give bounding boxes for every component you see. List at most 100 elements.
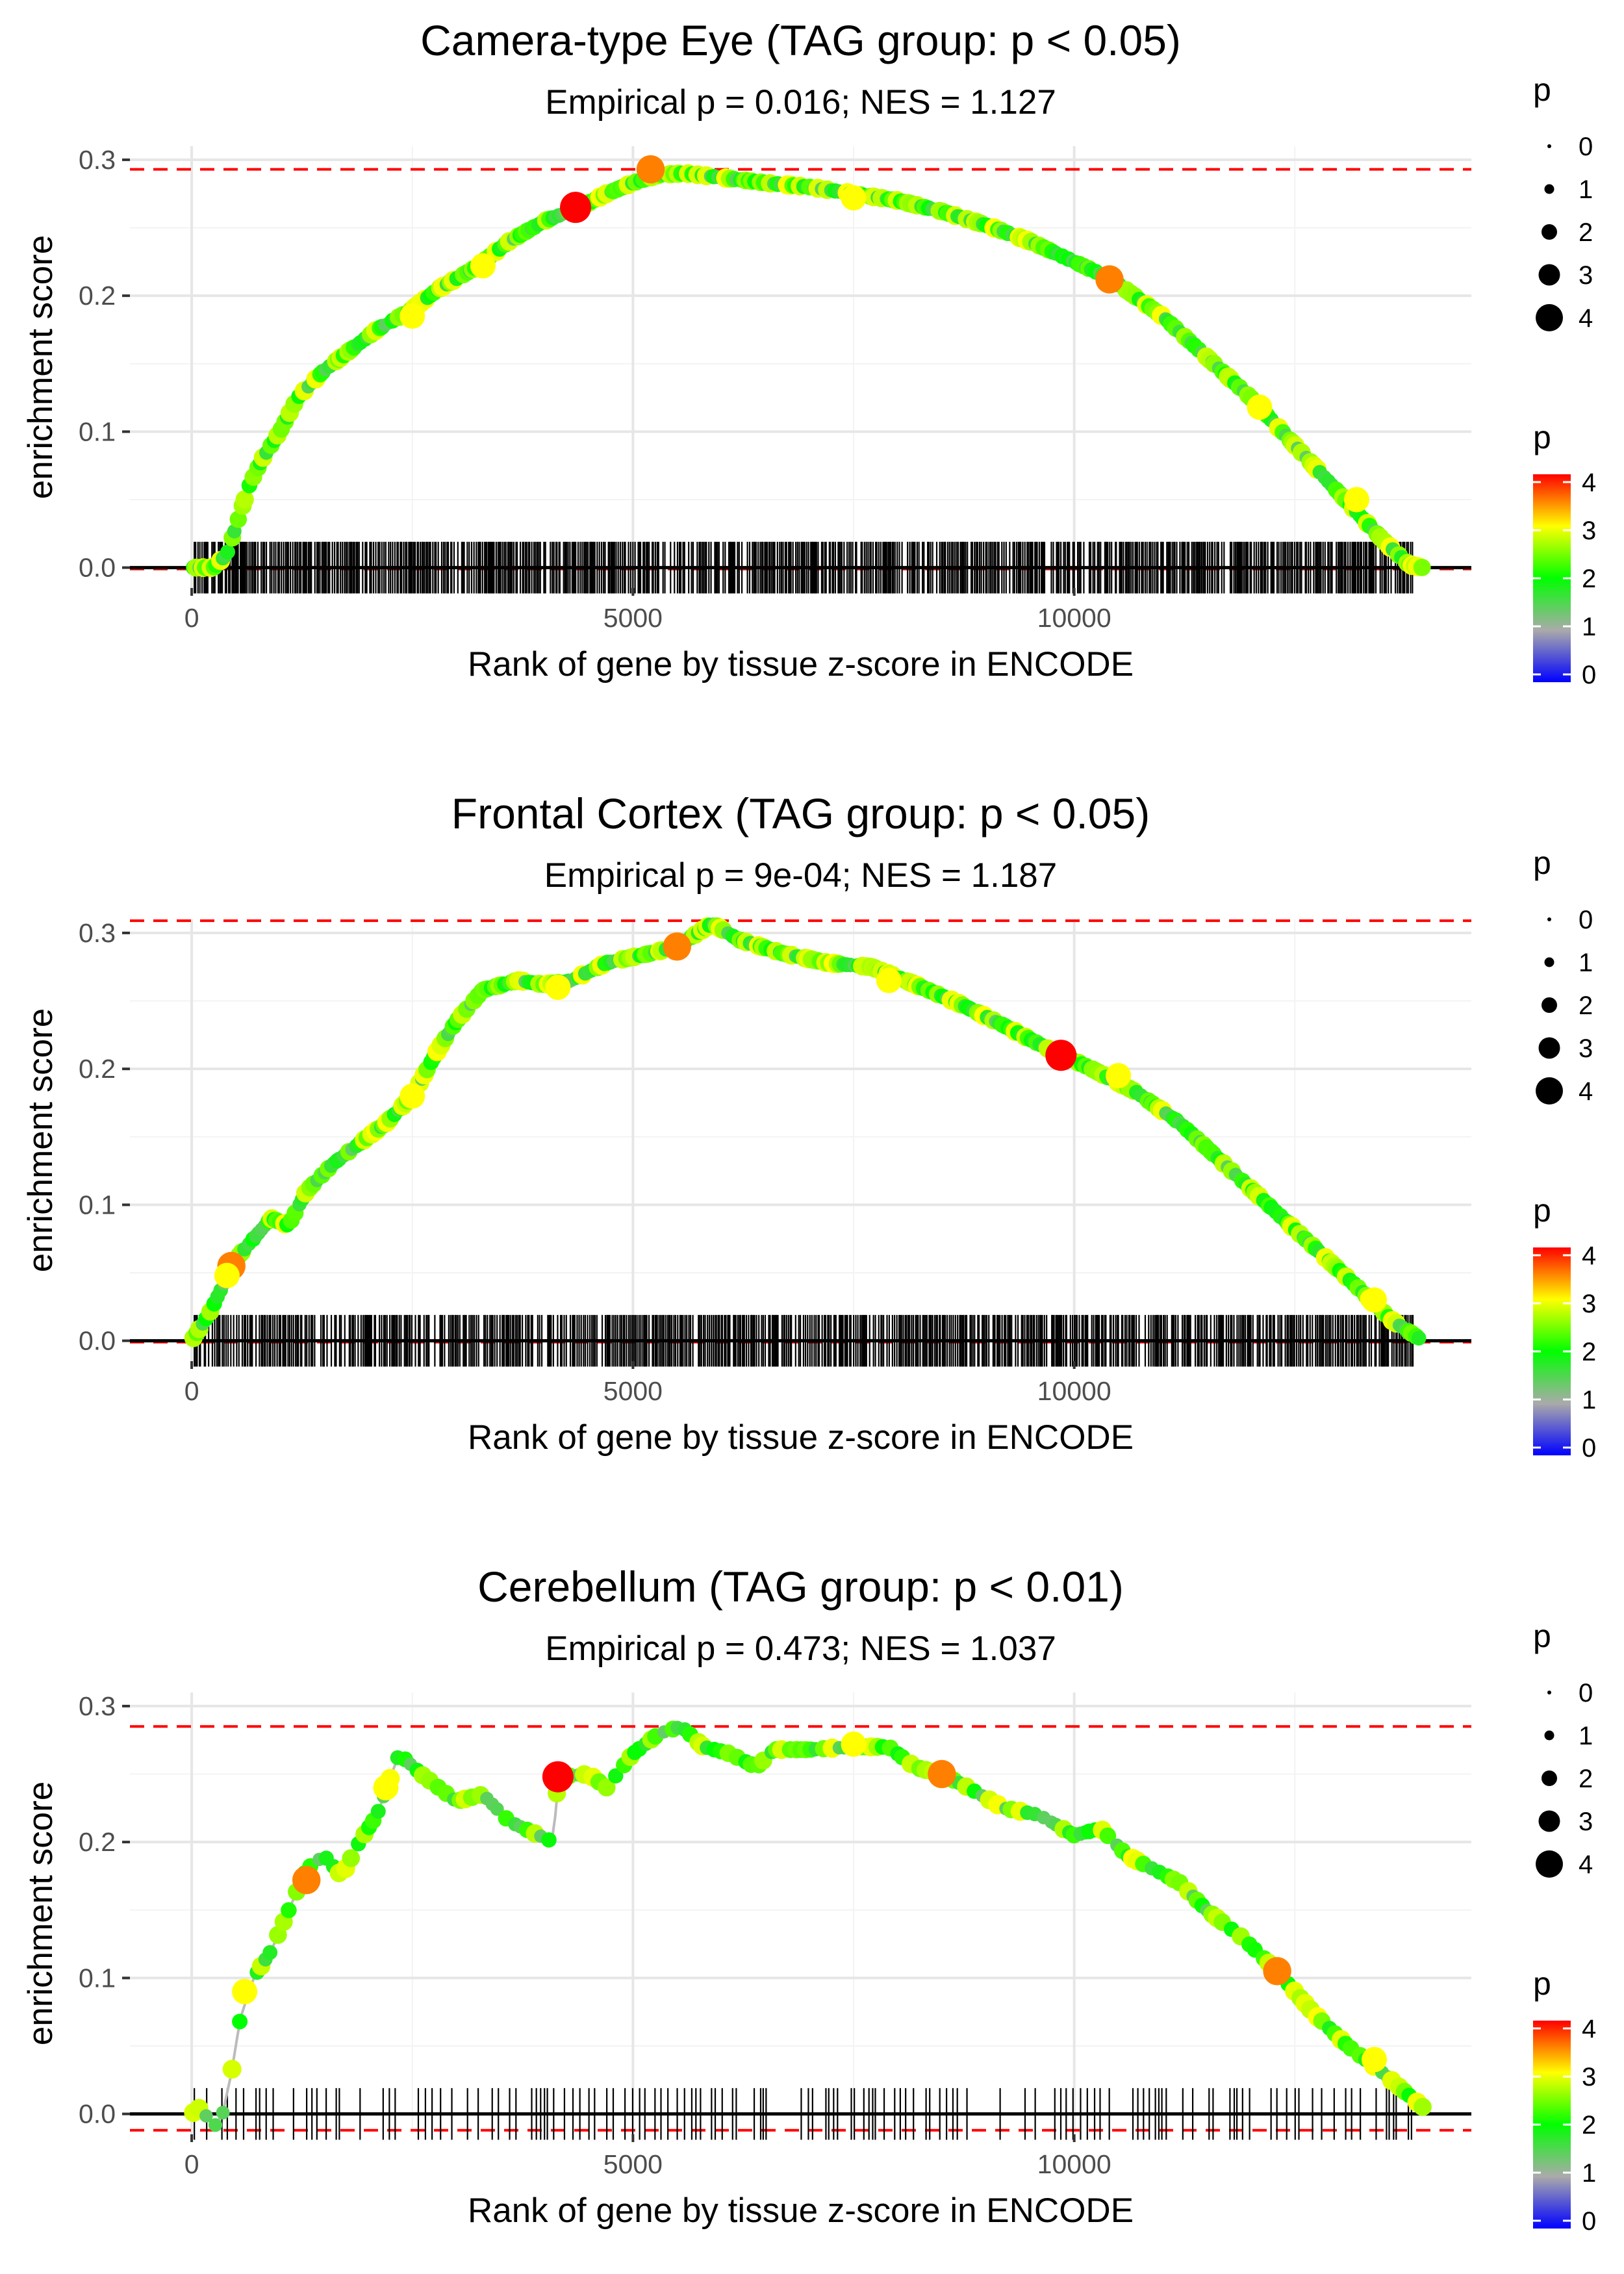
x-tick-label: 10000 [1037, 603, 1111, 633]
size-legend-label: 3 [1579, 1808, 1593, 1836]
color-legend-label: 1 [1582, 1386, 1596, 1414]
size-legend-label: 1 [1579, 949, 1593, 977]
size-legend-key [1542, 224, 1557, 240]
y-tick-label: 0.1 [79, 1190, 116, 1220]
highlight-point [560, 192, 592, 224]
data-point [232, 2013, 248, 2030]
data-point [229, 511, 247, 528]
enrichment-points [184, 917, 1427, 1348]
highlight-point [400, 303, 425, 329]
x-tick-label: 0 [184, 2149, 199, 2179]
color-legend-label: 3 [1582, 1290, 1596, 1318]
data-point [370, 1804, 386, 1819]
size-legend-key [1538, 264, 1560, 286]
y-tick-label: 0.3 [79, 1691, 116, 1721]
size-legend-label: 0 [1579, 133, 1593, 161]
x-axis-label: Rank of gene by tissue z-score in ENCODE [468, 1418, 1134, 1457]
size-legend-label: 3 [1579, 261, 1593, 290]
size-legend-label: 0 [1579, 1679, 1593, 1707]
x-tick-label: 5000 [603, 603, 663, 633]
chart-title: Cerebellum (TAG group: p < 0.01) [477, 1563, 1124, 1611]
y-tick-label: 0.0 [79, 553, 116, 583]
size-legend-label: 0 [1579, 906, 1593, 934]
highlight-point [1263, 1957, 1291, 1986]
data-point [209, 2118, 223, 2132]
color-legend-label: 3 [1582, 2063, 1596, 2091]
highlight-point [1362, 1287, 1388, 1313]
highlight-point [663, 932, 692, 961]
x-axis-label: Rank of gene by tissue z-score in ENCODE [468, 2191, 1134, 2230]
size-legend: p0 1 2 3 4 [1533, 71, 1593, 333]
highlight-point [545, 975, 571, 1001]
data-point [199, 2109, 213, 2123]
enrichment-points [186, 155, 1431, 578]
size-legend-key [1538, 1037, 1560, 1059]
chart-panel-1: Camera-type Eye (TAG group: p < 0.05) Emp… [21, 16, 1596, 689]
highlight-point [214, 1262, 240, 1288]
color-legend-title: p [1533, 419, 1551, 455]
color-legend-title: p [1533, 1965, 1551, 2002]
size-legend-title: p [1533, 71, 1551, 108]
size-legend-label: 1 [1579, 175, 1593, 204]
highlight-point [1343, 487, 1369, 513]
data-point [262, 1945, 278, 1960]
size-legend-label: 4 [1579, 304, 1593, 333]
highlight-point [400, 1083, 425, 1109]
x-tick-label: 5000 [603, 2149, 663, 2179]
size-legend-key [1542, 997, 1557, 1013]
size-legend-key [1547, 144, 1551, 148]
size-legend: p0 1 2 3 4 [1533, 1618, 1593, 1879]
y-tick-label: 0.1 [79, 1963, 116, 1993]
size-legend-title: p [1533, 845, 1551, 881]
highlight-point [1247, 394, 1273, 420]
data-point [342, 1849, 361, 1867]
size-legend-label: 2 [1579, 991, 1593, 1020]
size-legend-key [1536, 1850, 1563, 1878]
highlight-point [1095, 265, 1124, 294]
size-legend-key [1547, 917, 1551, 921]
color-legend-label: 4 [1582, 1242, 1596, 1270]
data-point [1414, 2098, 1432, 2116]
highlight-point [1045, 1040, 1077, 1071]
highlight-point [470, 253, 496, 279]
chart-panel-3: Cerebellum (TAG group: p < 0.01) Empirica… [21, 1563, 1596, 2236]
color-legend-title: p [1533, 1192, 1551, 1229]
highlight-point [636, 155, 665, 184]
highlight-point [1106, 1063, 1132, 1089]
y-tick-label: 0.2 [79, 281, 116, 311]
data-point [541, 1832, 557, 1848]
color-legend-label: 2 [1582, 565, 1596, 593]
size-legend-key [1536, 1077, 1563, 1105]
y-tick-label: 0.1 [79, 416, 116, 446]
size-legend-key [1547, 1691, 1551, 1694]
highlight-point [876, 967, 902, 993]
data-point [220, 544, 235, 559]
y-tick-label: 0.3 [79, 918, 116, 948]
x-tick-label: 10000 [1037, 1376, 1111, 1406]
highlight-point [841, 185, 867, 211]
size-legend-label: 2 [1579, 1765, 1593, 1793]
data-point [235, 490, 254, 509]
size-legend-key [1536, 304, 1563, 331]
chart-subtitle: Empirical p = 0.473; NES = 1.037 [545, 1629, 1056, 1668]
data-point [608, 1768, 624, 1783]
x-tick-label: 0 [184, 603, 199, 633]
highlight-point [1362, 2047, 1388, 2073]
highlight-point [542, 1761, 574, 1793]
color-legend-label: 3 [1582, 517, 1596, 545]
highlight-point [928, 1759, 956, 1789]
y-tick-label: 0.0 [79, 1326, 116, 1356]
x-tick-label: 0 [184, 1376, 199, 1406]
size-legend-key [1544, 184, 1554, 194]
color-legend: p 4 3 2 1 0 [1533, 419, 1596, 689]
y-axis-label: enrichment score [21, 235, 60, 500]
color-legend-label: 4 [1582, 2015, 1596, 2043]
size-legend-key [1538, 1810, 1560, 1832]
color-legend-label: 2 [1582, 1338, 1596, 1366]
x-tick-label: 10000 [1037, 2149, 1111, 2179]
highlight-point [841, 1731, 867, 1757]
highlight-point [232, 1978, 258, 2004]
y-tick-label: 0.2 [79, 1054, 116, 1084]
enrichment-points [184, 1720, 1432, 2132]
chart-panel-2: Frontal Cortex (TAG group: p < 0.05) Empi… [21, 789, 1596, 1463]
